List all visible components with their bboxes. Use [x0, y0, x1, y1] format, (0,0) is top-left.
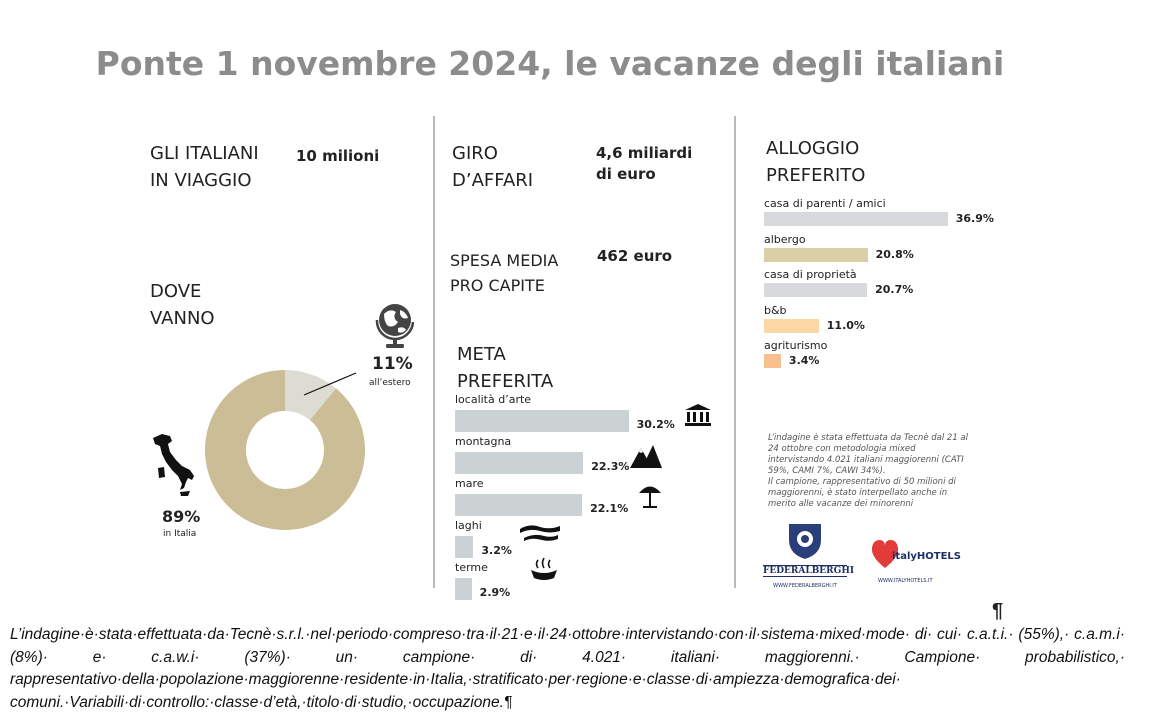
- destination-value-label: 30.2%: [636, 418, 675, 431]
- spa-icon: [531, 558, 557, 580]
- destination-category-label: montagna: [455, 435, 512, 448]
- lodging-value-label: 11.0%: [826, 318, 865, 332]
- survey-note: L’indagine è stata effettuata da Tecnè d…: [768, 433, 969, 509]
- italyhotels-url: WWW.ITALYHOTELS.IT: [878, 578, 933, 584]
- turnover-value: 4,6 miliardi di euro: [596, 144, 693, 183]
- destination-bar: [455, 494, 583, 516]
- abroad-pct: 11%: [372, 354, 413, 374]
- lodging-label: ALLOGGIO PREFERITO: [766, 138, 866, 186]
- italyhotels-logo: italyHOTELS WWW.ITALYHOTELS.IT: [870, 538, 961, 588]
- federalberghi-logo: FEDERALBERGHI WWW.FEDERALBERGHI.IT: [763, 522, 855, 589]
- lodging-value-label: 20.7%: [875, 283, 914, 296]
- italyhotels-name: italyHOTELS: [892, 551, 961, 562]
- federalberghi-emblem: [789, 524, 821, 559]
- destination-bar: [455, 410, 629, 432]
- destination-bar: [455, 578, 472, 600]
- spending-value: 462 euro: [597, 247, 673, 265]
- destination-bar: [455, 536, 474, 558]
- lodging-bar: [764, 247, 868, 262]
- heart-icon: [871, 540, 899, 568]
- lodging-bar: [764, 354, 781, 368]
- destination-value-label: 3.2%: [481, 544, 512, 557]
- lodging-category-label: casa di proprietà: [764, 268, 857, 281]
- abroad-label: all’estero: [369, 378, 411, 388]
- divider-right: [734, 116, 736, 588]
- lodging-bar: [764, 212, 948, 226]
- donut-chart: [204, 370, 365, 530]
- destination-category-label: laghi: [455, 519, 482, 532]
- destination-category-label: terme: [455, 561, 488, 574]
- pilcrow-mark: ¶: [992, 600, 1004, 622]
- turnover-label: GIRO D’AFFARI: [452, 143, 534, 191]
- lodging-value-label: 36.9%: [955, 212, 994, 225]
- travelers-value: 10 milioni: [296, 147, 380, 165]
- lodging-category-label: b&b: [764, 303, 787, 317]
- where-label: DOVE VANNO: [150, 281, 215, 329]
- italy-pct: 89%: [162, 507, 201, 526]
- italy-map-icon: [153, 434, 194, 496]
- spending-label: SPESA MEDIA PRO CAPITE: [450, 251, 559, 295]
- italy-label: in Italia: [163, 529, 197, 539]
- page-title: Ponte 1 novembre 2024, le vacanze degli …: [95, 44, 1005, 83]
- lodging-value-label: 20.8%: [875, 247, 914, 261]
- lodging-category-label: casa di parenti / amici: [764, 197, 886, 210]
- beach-umbrella-icon: [639, 486, 661, 508]
- lodging-bar: [764, 283, 868, 297]
- destination-category-label: località d’arte: [455, 393, 532, 406]
- travelers-label: GLI ITALIANI IN VIAGGIO: [150, 143, 259, 191]
- destination-value-label: 22.3%: [591, 460, 630, 473]
- footer-methodology: L’indagine·è·stata·effettuata·da·Tecnè·s…: [10, 626, 1125, 711]
- destination-value-label: 2.9%: [479, 586, 511, 599]
- federalberghi-name: FEDERALBERGHI: [763, 565, 855, 577]
- lodging-category-label: agriturismo: [764, 339, 828, 352]
- lodging-category-label: albergo: [764, 232, 806, 246]
- abroad-leader-line: [303, 372, 357, 396]
- destination-label: META PREFERITA: [457, 344, 554, 392]
- globe-icon: [375, 304, 415, 348]
- lodging-bar: [764, 318, 819, 333]
- divider-left: [433, 116, 435, 588]
- destination-value-label: 22.1%: [590, 502, 629, 515]
- federalberghi-url: WWW.FEDERALBERGHI.IT: [773, 583, 837, 589]
- lodging-value-label: 3.4%: [788, 354, 820, 367]
- museum-icon: [685, 404, 711, 426]
- destination-bar: [455, 452, 584, 474]
- destination-category-label: mare: [455, 477, 484, 490]
- mountain-icon: [630, 445, 662, 468]
- lake-icon: [520, 525, 560, 541]
